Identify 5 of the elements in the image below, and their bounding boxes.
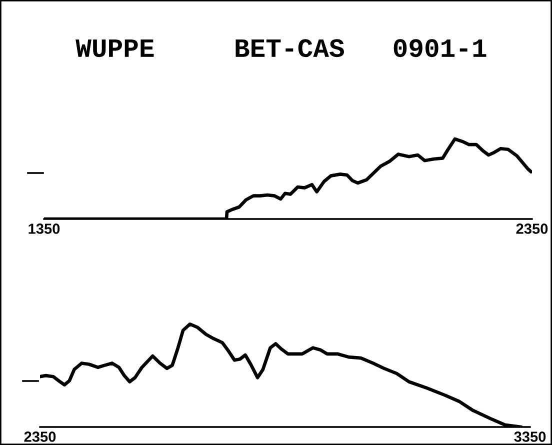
x-tick-label: 2350: [516, 224, 548, 234]
x-tick-label: 2350: [24, 432, 56, 442]
x-tick-label: 3350: [514, 432, 546, 442]
chart-title: WUPPE BET-CAS 0901-1: [76, 39, 486, 58]
x-tick-label: 1350: [28, 224, 60, 234]
